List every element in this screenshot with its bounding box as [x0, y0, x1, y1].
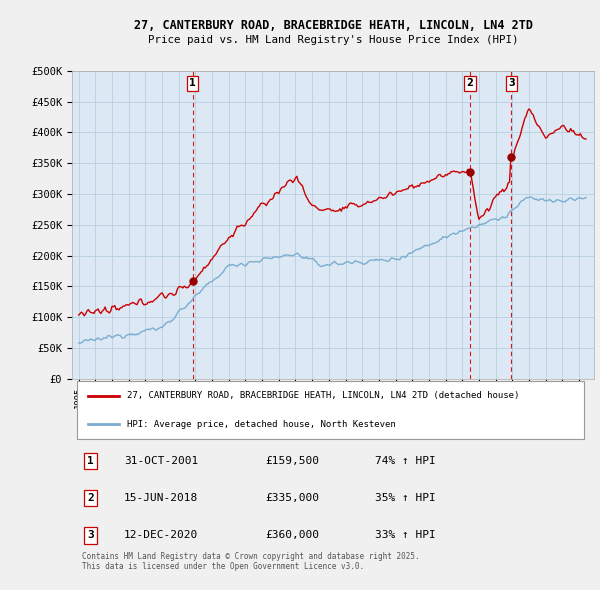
Text: 2: 2	[87, 493, 94, 503]
Text: £159,500: £159,500	[265, 456, 319, 466]
FancyBboxPatch shape	[77, 381, 584, 439]
Text: 1: 1	[189, 78, 196, 88]
Text: 74% ↑ HPI: 74% ↑ HPI	[375, 456, 436, 466]
Text: £335,000: £335,000	[265, 493, 319, 503]
Text: 3: 3	[87, 530, 94, 540]
Text: 27, CANTERBURY ROAD, BRACEBRIDGE HEATH, LINCOLN, LN4 2TD (detached house): 27, CANTERBURY ROAD, BRACEBRIDGE HEATH, …	[127, 391, 519, 400]
Text: Contains HM Land Registry data © Crown copyright and database right 2025.
This d: Contains HM Land Registry data © Crown c…	[82, 552, 420, 571]
Text: Price paid vs. HM Land Registry's House Price Index (HPI): Price paid vs. HM Land Registry's House …	[148, 35, 518, 44]
Text: 31-OCT-2001: 31-OCT-2001	[124, 456, 199, 466]
Text: 1: 1	[87, 456, 94, 466]
Text: 27, CANTERBURY ROAD, BRACEBRIDGE HEATH, LINCOLN, LN4 2TD: 27, CANTERBURY ROAD, BRACEBRIDGE HEATH, …	[134, 19, 533, 32]
Text: 3: 3	[508, 78, 515, 88]
Text: £360,000: £360,000	[265, 530, 319, 540]
Text: 15-JUN-2018: 15-JUN-2018	[124, 493, 199, 503]
Text: 2: 2	[467, 78, 473, 88]
Text: 35% ↑ HPI: 35% ↑ HPI	[375, 493, 436, 503]
Text: 12-DEC-2020: 12-DEC-2020	[124, 530, 199, 540]
Text: HPI: Average price, detached house, North Kesteven: HPI: Average price, detached house, Nort…	[127, 419, 395, 429]
Text: 33% ↑ HPI: 33% ↑ HPI	[375, 530, 436, 540]
